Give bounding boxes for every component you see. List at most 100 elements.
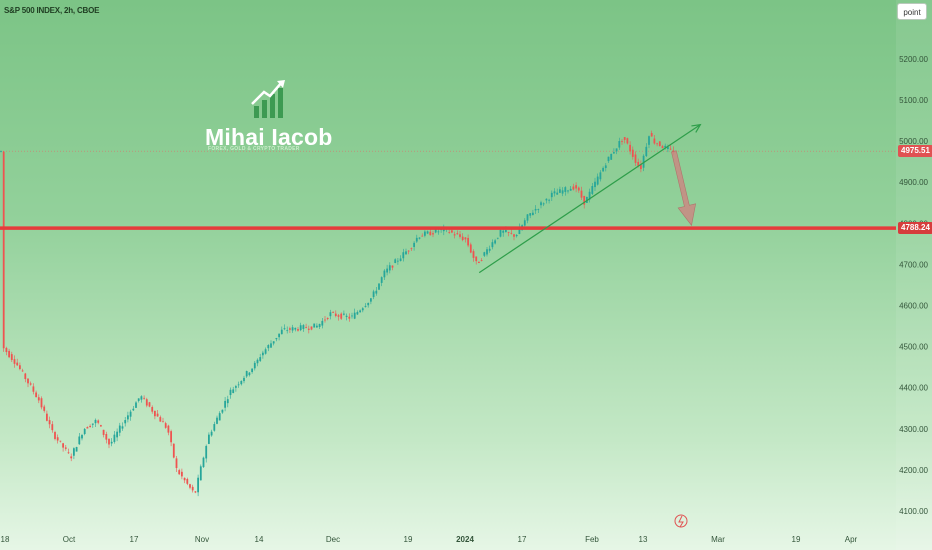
candle-body [345,315,348,317]
candle-body [191,486,194,491]
candle-body [364,305,367,307]
candle-body [591,186,594,194]
candle-body [237,384,240,386]
candle-body [0,151,2,152]
candle-body [210,431,213,436]
candle-body [572,186,575,190]
candle-body [545,198,548,201]
candle-body [580,190,583,198]
candle-body [178,470,181,475]
candle-body [121,426,124,429]
uptrend-line [478,124,701,274]
x-tick-label: 14 [255,535,264,544]
point-mode-button[interactable]: point [897,3,927,20]
candle-body [534,208,537,211]
candle-body [513,234,515,237]
x-tick-label: 17 [130,535,139,544]
x-tick-label: 19 [792,535,801,544]
candle-body [634,154,637,163]
candle-body [235,386,237,388]
candle-body [523,220,526,226]
candle-body [467,237,469,246]
candle-body [529,213,532,216]
candle-body [259,357,262,361]
candle-body [245,370,248,377]
candle-body [618,141,621,148]
candle-body [475,256,478,262]
candle-body [542,203,545,205]
candle-body [186,479,189,484]
candle-body [81,434,83,439]
candle-body [67,452,70,454]
candle-body [388,265,391,271]
candle-body [132,408,135,411]
y-tick-label: 4600.00 [899,302,928,311]
candle-body [607,156,610,162]
candle-body [610,153,613,160]
candle-body [650,133,653,137]
candle-body [583,195,586,205]
candle-body [380,277,383,283]
candle-body [43,406,46,411]
candle-body [645,146,648,157]
candle-body [86,427,89,429]
uptrend-arrowhead [691,123,702,133]
candle-body [464,237,467,240]
candle-body [305,327,307,328]
candle-body [499,230,502,237]
candle-body [615,148,618,152]
candle-body [226,399,229,404]
candle-body [294,327,297,330]
x-tick-label: Dec [326,535,340,544]
candle-body [105,434,108,440]
candle-body [278,333,280,338]
candle-body [491,242,494,248]
candle-body [289,328,291,330]
candle-body [199,466,202,481]
candle-body [248,372,251,376]
candle-body [73,448,75,456]
candle-body [218,413,221,421]
x-tick-label: 17 [518,535,527,544]
x-tick-label: 19 [404,535,413,544]
candle-body [270,343,272,348]
candle-body [59,440,62,442]
candle-body [553,191,556,194]
price-scale-background [896,0,932,550]
candle-body [537,209,540,210]
candle-body [575,185,577,189]
candle-body [664,145,667,148]
candle-body [658,141,661,146]
candle-body [332,312,334,313]
candle-body [383,270,386,278]
candle-body [321,320,324,326]
candle-body [596,176,599,185]
candle-body [456,233,459,235]
candle-body [348,316,351,319]
y-tick-label: 4900.00 [899,178,928,187]
candle-body [334,313,337,316]
candle-body [496,237,499,239]
candle-body [424,231,426,236]
candle-body [154,410,156,417]
candle-body [64,447,67,449]
candle-body [156,413,159,417]
candle-body [375,290,378,294]
candle-body [548,199,550,201]
candle-body [640,164,642,170]
candle-body [599,172,602,180]
candle-body [661,146,664,149]
candle-body [164,423,167,428]
candle-body [648,136,650,145]
candle-body [13,359,16,364]
candle-body [510,232,513,234]
candle-body [378,283,380,290]
candle-body [561,190,564,194]
candle-body [448,232,451,233]
candle-body [532,212,534,216]
candle-body [118,425,121,433]
candle-body [78,436,81,445]
candle-body [613,152,615,154]
